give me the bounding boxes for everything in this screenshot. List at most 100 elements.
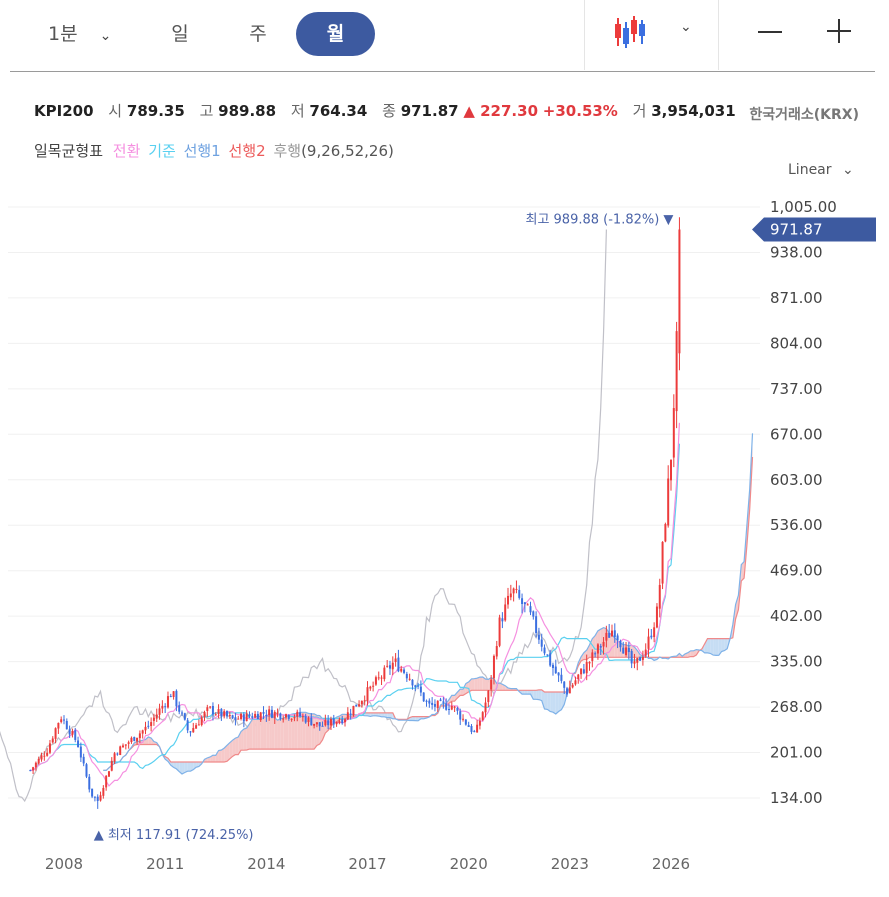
candle <box>492 654 495 685</box>
cloud-segment <box>634 647 638 658</box>
ichimoku-legend[interactable]: 일목균형표 전환 기준 선행1 선행2 후행(9,26,52,26) <box>34 140 399 161</box>
candle-body <box>248 714 251 717</box>
candle-body <box>487 690 490 703</box>
base-line <box>30 443 680 772</box>
lagging-span-label: 후행 <box>273 142 302 160</box>
candle <box>667 465 670 528</box>
cloud-segment <box>415 716 419 721</box>
cloud-segment <box>538 689 542 701</box>
x-tick-label: 2020 <box>450 855 488 873</box>
toolbar-divider <box>584 0 585 70</box>
high-label: 고 <box>199 102 214 120</box>
candle <box>639 656 642 661</box>
candle <box>574 676 577 686</box>
scale-dropdown[interactable]: Linear ⌄ <box>788 162 854 178</box>
chart-type-button[interactable] <box>606 14 656 50</box>
y-tick-label: 737.00 <box>770 380 823 398</box>
candle-body <box>341 719 344 724</box>
candle-body <box>484 702 487 713</box>
candle-body <box>220 708 223 717</box>
candle-body <box>372 685 375 687</box>
candle <box>481 711 484 722</box>
candle-body <box>203 712 206 718</box>
candle-body <box>633 661 636 664</box>
candle-body <box>352 705 355 716</box>
candle <box>256 711 259 720</box>
candle-body <box>276 712 279 714</box>
cloud-segment <box>212 755 216 763</box>
candle-body <box>636 658 639 663</box>
candle-body <box>672 408 675 458</box>
candle <box>32 766 35 774</box>
cloud-segment <box>246 723 250 750</box>
toolbar-bottom-border <box>10 71 875 72</box>
candle <box>105 774 108 791</box>
candle-body <box>422 692 425 702</box>
candle-body <box>318 722 321 727</box>
candle <box>259 711 262 722</box>
candle-body <box>610 630 613 637</box>
zoom-out-button[interactable] <box>756 18 784 46</box>
timeframe-month-button[interactable]: 월 <box>296 12 375 56</box>
cloud-segment <box>145 736 149 745</box>
candle <box>245 710 248 722</box>
candle-body <box>521 598 524 605</box>
candle <box>577 673 580 684</box>
candle <box>464 718 467 726</box>
candle-body <box>189 731 192 733</box>
candle <box>161 700 164 714</box>
candle <box>647 628 650 658</box>
candle-body <box>490 679 493 690</box>
candle <box>543 644 546 656</box>
candle-body <box>57 722 60 729</box>
candle-body <box>279 713 282 719</box>
candle-body <box>625 647 628 656</box>
timeframe-day-button[interactable]: 일 <box>171 23 189 45</box>
candle-body <box>678 229 681 354</box>
candle <box>293 714 296 722</box>
minus-icon <box>758 31 782 33</box>
price-chart[interactable]: 1,005.00 938.00 871.00 804.00 737.00 670.00 60… <box>0 190 889 897</box>
low-marker-label: ▲ 최저 117.91 (724.25%) <box>94 828 254 843</box>
candle-body <box>268 709 271 716</box>
chevron-down-icon: ⌄ <box>841 162 854 178</box>
timeframe-minute-dropdown[interactable]: 1분 ⌄ <box>48 12 111 56</box>
candle <box>391 656 394 676</box>
chart-toolbar: 1분 ⌄ 일 주 월 ⌄ <box>0 0 889 70</box>
candle-body <box>400 668 403 672</box>
zoom-in-button[interactable] <box>824 16 854 46</box>
candle <box>265 709 268 722</box>
cloud-segment <box>527 690 531 695</box>
candle <box>290 718 293 722</box>
y-tick-label: 469.00 <box>770 562 823 580</box>
candle <box>551 662 554 676</box>
conversion-line-label: 전환 <box>112 142 141 160</box>
candle <box>650 629 653 640</box>
cloud-segment <box>536 689 539 700</box>
candle-body <box>77 740 80 748</box>
candle-body <box>138 733 141 739</box>
candle-body <box>79 746 82 758</box>
cloud-segment <box>485 678 489 691</box>
candle-body <box>113 753 116 762</box>
candle-body <box>152 717 155 721</box>
candle-body <box>403 669 406 673</box>
candle <box>85 762 88 779</box>
candle <box>307 716 310 727</box>
candle-body <box>32 767 35 771</box>
candle-body <box>507 595 510 605</box>
cloud-segment <box>364 712 368 716</box>
candle-body <box>388 665 391 669</box>
candle <box>217 704 220 719</box>
cloud-segment <box>474 678 478 691</box>
timeframe-week-button[interactable]: 주 <box>249 23 267 45</box>
candle <box>563 680 566 694</box>
candle-body <box>397 657 400 672</box>
candle <box>313 723 316 729</box>
candle-body <box>594 653 597 655</box>
candle-body <box>369 686 372 689</box>
candle <box>447 703 450 715</box>
chevron-down-icon[interactable]: ⌄ <box>680 19 692 35</box>
candle <box>285 713 288 720</box>
candle-body <box>478 720 481 726</box>
